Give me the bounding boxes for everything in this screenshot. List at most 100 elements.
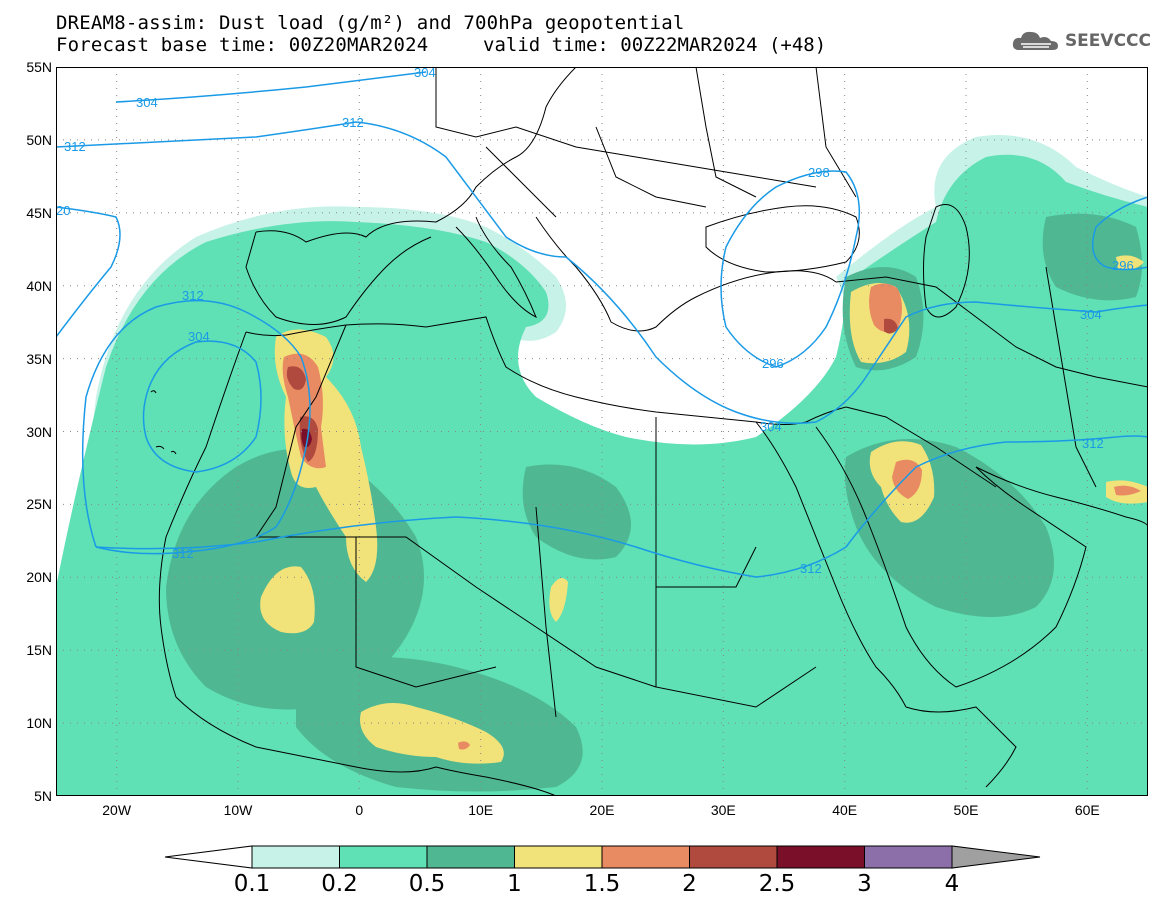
lat-label: 45N [26,204,52,221]
lon-label: 10W [223,802,253,818]
chart-title: DREAM8-assim: Dust load (g/m²) and 700hP… [56,12,685,34]
contour-label: 296 [762,356,784,371]
lat-label: 40N [26,277,52,294]
forecast-base-time: Forecast base time: 00Z20MAR2024 [56,34,429,56]
border-mali-niger [355,537,497,688]
colorbar-under-arrow [164,845,253,869]
contour-304-balkans [565,256,1148,424]
contour-label: 298 [808,165,830,180]
coastline-italy [455,216,537,319]
contour-label: 312 [342,115,364,130]
contour-label: 312 [172,546,194,561]
contour-label: 304 [188,329,210,344]
dust-band-2.0-iraq [884,318,898,334]
contour-label: 312 [1082,436,1104,451]
dust-band-1.0-nigeria [360,703,504,764]
contour-312-atlantic [81,299,311,555]
coastline-iberia [245,231,432,325]
colorbar-swatch [339,845,428,869]
colorbar-label: 0.2 [321,871,358,897]
dust-band-1.0-chad [549,578,568,622]
lat-label: 15N [26,642,52,659]
dust-band-1.5-nigeria [458,741,470,750]
border-chad [535,506,557,718]
dust-band-1.5-gulf [1114,485,1141,496]
dust-band-2.5-sahara [301,428,312,448]
colorbar-label: 3 [857,871,872,897]
colorbar-over-arrow [951,845,1041,869]
dust-band-0.5-central [522,464,631,560]
lat-label: 10N [26,715,52,732]
geopotential-contours [56,71,1148,578]
colorbar-label: 2 [682,871,697,897]
lon-label: 20W [102,802,132,818]
contour-label: 20 [56,203,70,218]
seevccc-logo: SEEVCCC [1011,28,1151,54]
coastline-caspian [923,204,970,318]
colorbar-swatch [864,845,953,869]
border-turkey-iran [835,276,1148,388]
dust-band-1.5-iraq [869,283,902,333]
coastline-canary-islands [155,445,177,455]
lon-label: 0 [355,802,364,818]
contour-296-east [720,170,861,368]
contour-304-low [142,340,262,473]
lon-label: 30E [710,802,736,818]
dust-map: 304 304 312 312 20 312 304 312 298 296 3… [56,67,1148,796]
colorbar [164,845,1041,869]
logo-text: SEEVCCC [1064,31,1151,51]
dust-band-1.0-caspian [1116,255,1144,270]
colorbar-swatch [251,845,340,869]
contour-label: 304 [136,95,158,110]
contour-304-north [115,71,427,103]
contour-label: 312 [64,139,86,154]
coastline-west-africa [158,331,557,796]
colorbar-label: 0.5 [408,871,446,897]
border-europe-north [435,67,817,188]
contour-312-south [95,435,1148,578]
coastline-arabia [815,426,1087,688]
contour-label: 312 [800,561,822,576]
contour-312-west-edge [56,206,121,338]
coastline-europe [255,67,577,243]
lat-label: 20N [26,569,52,586]
contour-label: 304 [760,419,782,434]
dust-band-2.0-morocco [286,366,306,390]
colorbar-label: 4 [944,871,960,897]
colorbar-swatch [426,845,515,869]
border-central-europe [485,126,707,218]
coastline-persian-gulf [975,466,1148,528]
lon-label: 50E [953,802,979,818]
graticule [56,67,1148,796]
border-east-europe [695,67,857,198]
colorbar-swatch [776,845,865,869]
lat-label: 25N [26,496,52,513]
colorbar-swatch [514,845,603,869]
colorbar-swatch [601,845,690,869]
lat-label: 50N [26,131,52,148]
lon-label: 20E [589,802,615,818]
contour-312-north [56,121,567,258]
lat-label: 55N [26,59,52,75]
border-sudan [655,587,817,708]
border-libya-egypt [655,417,757,588]
dust-band-1.5-arabia [892,459,922,499]
dust-band-0.5-caspian [1042,213,1142,301]
map-frame [56,67,1148,796]
dust-band-1.0-sahara [260,566,315,634]
lon-label: 60E [1074,802,1100,818]
border-arabia [845,406,997,488]
contour-label: 304 [414,67,436,80]
lat-label: 35N [26,350,52,367]
colorbar-label: 2.5 [758,871,796,897]
border-morocco-algeria [255,324,347,538]
border-iran-afghan [1045,266,1097,488]
contour-labels: 304 304 312 312 20 312 304 312 298 296 3… [56,67,1134,576]
contour-label: 312 [182,288,204,303]
colorbar-label: 1 [507,871,522,897]
coastline-black-sea [705,205,860,273]
colorbar-label: 0.1 [233,871,271,897]
coastlines [150,67,1148,796]
coastline-north-africa [245,316,847,425]
lon-label: 40E [832,802,858,818]
